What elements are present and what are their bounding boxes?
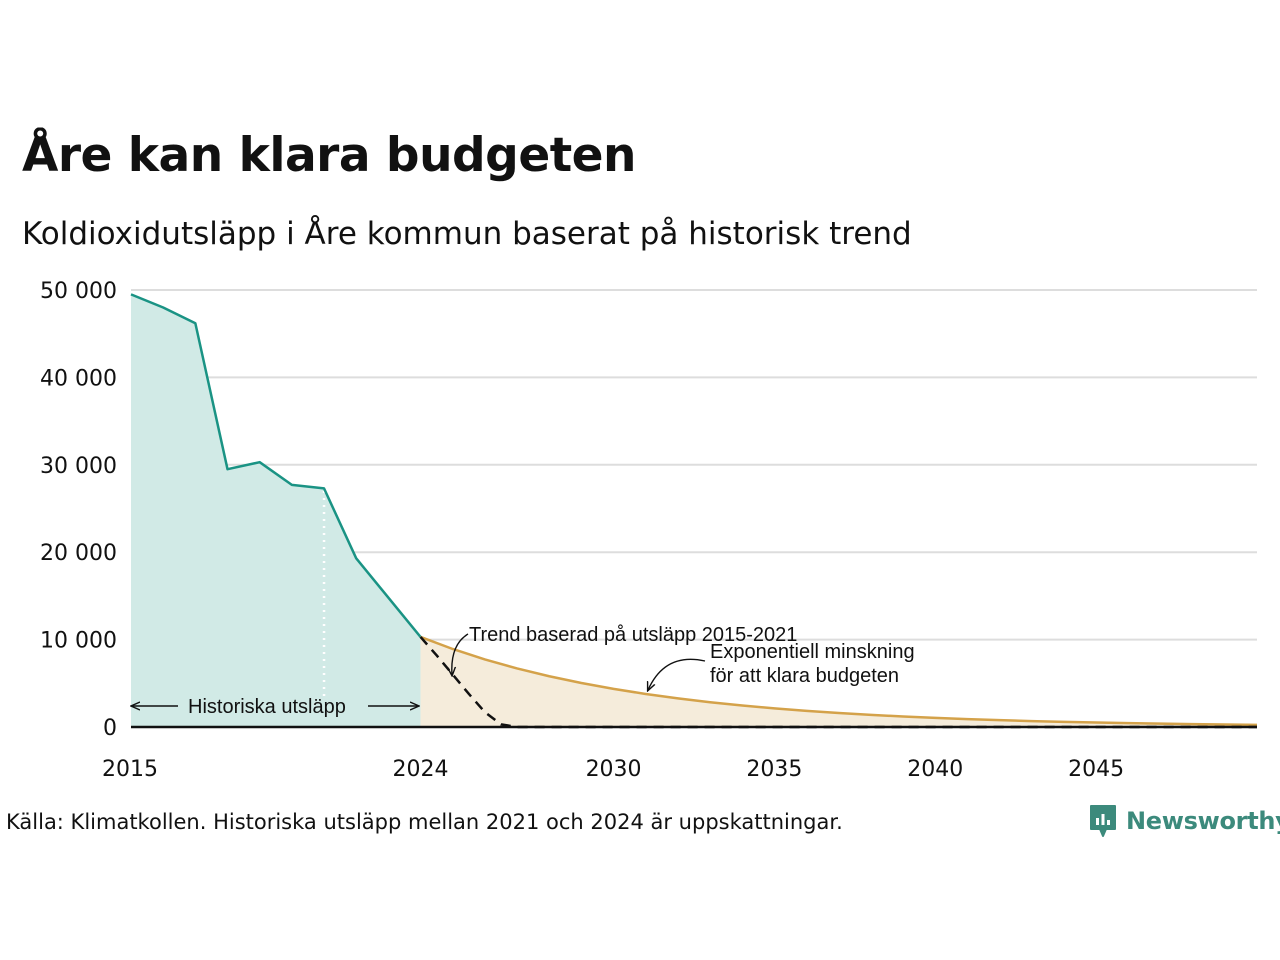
series-lines: [130, 293, 1258, 729]
trend-annotation-arrow: [452, 633, 469, 675]
y-tick-label: 20 000: [40, 541, 117, 566]
annotation-budget-line1: Exponentiell minskning: [710, 641, 915, 663]
brand-name: Newsworthy: [1126, 807, 1280, 835]
y-tick-label: 10 000: [40, 629, 117, 654]
chart-title: Åre kan klara budgeten: [22, 128, 637, 183]
annotation-trend: Trend baserad på utsläpp 2015-2021: [469, 624, 797, 646]
chart: 0 10 000 20 000 30 000 40 000 50 000 2015 2024 2…: [40, 279, 1258, 782]
x-tick-label: 2035: [746, 757, 802, 782]
newsworthy-logo: Newsworthy: [1088, 803, 1280, 839]
x-tick-label: 2045: [1068, 757, 1124, 782]
x-tick-label: 2015: [102, 757, 158, 782]
axes: 0 10 000 20 000 30 000 40 000 50 000 2015 2024 2…: [40, 279, 1124, 782]
y-tick-label: 30 000: [40, 454, 117, 479]
x-tick-label: 2024: [393, 757, 449, 782]
annotation-historical: Historiska utsläpp: [188, 696, 346, 718]
annotation-budget-line2: för att klara budgeten: [710, 665, 899, 687]
area-fills: [131, 294, 1257, 727]
budget-line: [420, 635, 1258, 727]
trend-line: [419, 636, 1257, 729]
historical-line: [130, 293, 422, 638]
y-tick-label: 40 000: [40, 366, 117, 391]
historical-area: [131, 294, 421, 727]
chart-subtitle: Koldioxidutsläpp i Åre kommun baserat på…: [22, 216, 912, 252]
budget-area: [420, 636, 1257, 727]
x-tick-label: 2040: [907, 757, 963, 782]
source-note: Källa: Klimatkollen. Historiska utsläpp …: [6, 810, 843, 834]
newsworthy-logo-icon: [1090, 805, 1116, 837]
annotations: Historiska utsläpp Trend baserad på utsl…: [132, 624, 915, 718]
y-tick-label: 0: [103, 716, 117, 741]
x-tick-label: 2030: [586, 757, 642, 782]
y-tick-label: 50 000: [40, 279, 117, 304]
budget-annotation-arrow: [648, 658, 706, 690]
